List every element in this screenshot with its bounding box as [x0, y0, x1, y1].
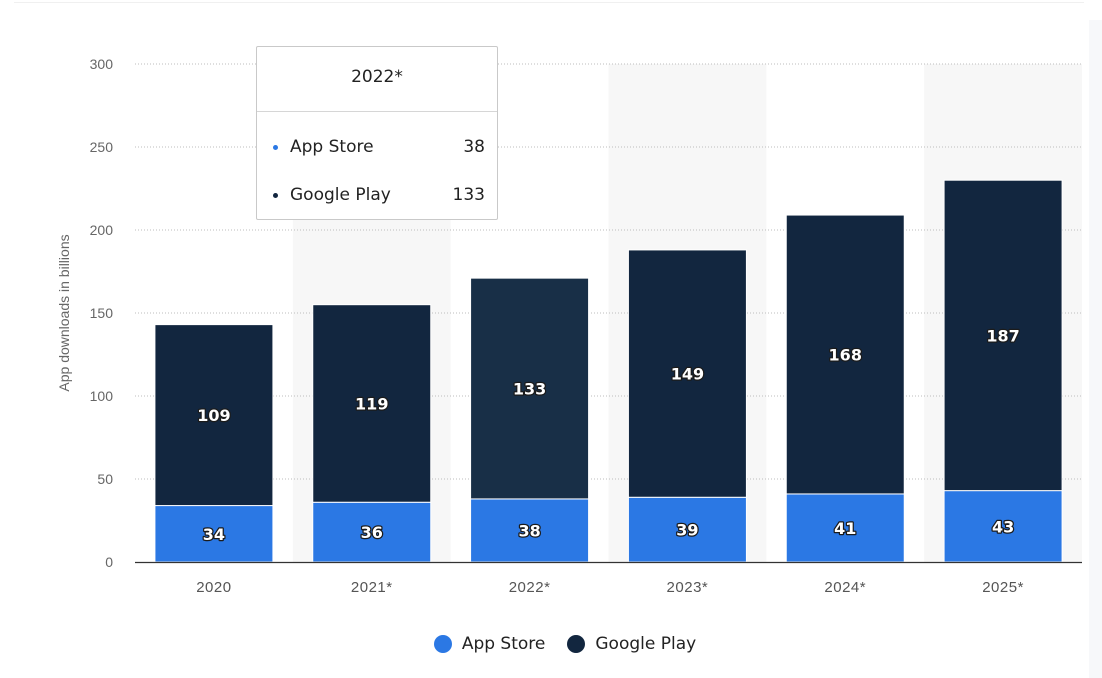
x-tick-label-2020: 2020 [196, 579, 231, 596]
x-tick-label-2022: 2022* [509, 579, 551, 596]
x-tick-label-2025: 2025* [982, 579, 1024, 596]
legend-swatch-app-store [433, 635, 452, 653]
x-tick-label-2021: 2021* [351, 579, 393, 596]
data-label-google-play-2025: 187 [986, 326, 1019, 345]
data-label-google-play-2024: 168 [829, 346, 862, 365]
y-tick-label-250: 250 [90, 139, 114, 155]
data-label-app-store-2021: 36 [361, 523, 383, 542]
bar-google-play-2022[interactable] [470, 277, 590, 500]
tooltip-series-name: Google Play [290, 185, 391, 205]
bar-app-store-2020[interactable] [154, 505, 274, 563]
tooltip-row-google-play: Google Play 133 [273, 183, 485, 207]
tooltip-divider [257, 111, 497, 112]
tooltip-series-name: App Store [290, 137, 374, 157]
tooltip-row-app-store: App Store 38 [273, 135, 485, 159]
bar-app-store-2022[interactable] [470, 498, 590, 563]
bar-google-play-2023[interactable] [627, 249, 747, 498]
bar-app-store-2024[interactable] [785, 493, 905, 563]
y-axis-ticks: 0 50 100 150 200 250 300 [90, 56, 114, 570]
legend-item-app-store[interactable]: App Store [433, 634, 546, 654]
y-tick-label-100: 100 [90, 388, 114, 404]
tooltip-series-value: 38 [463, 137, 485, 157]
legend-item-google-play[interactable]: Google Play [567, 634, 696, 654]
y-tick-label-200: 200 [90, 222, 114, 238]
tooltip-series-value: 133 [452, 185, 485, 205]
y-tick-label-150: 150 [90, 305, 114, 321]
y-tick-label-300: 300 [90, 56, 114, 72]
data-label-app-store-2022: 38 [518, 521, 540, 540]
x-tick-label-2024: 2024* [824, 579, 866, 596]
data-label-app-store-2020: 34 [203, 525, 225, 544]
top-divider [14, 2, 1084, 3]
bars [154, 179, 1063, 563]
legend: App Store Google Play [0, 634, 1102, 654]
bar-google-play-2021[interactable] [312, 304, 432, 503]
tooltip-title: 2022* [351, 67, 403, 87]
tooltip-bullet-app-store [273, 144, 278, 150]
tooltip-bullet-google-play [273, 192, 278, 198]
data-label-app-store-2025: 43 [992, 517, 1014, 536]
bar-google-play-2025[interactable] [943, 179, 1063, 492]
data-label-google-play-2021: 119 [355, 394, 388, 413]
gridlines [135, 63, 1082, 480]
bar-google-play-2020[interactable] [154, 324, 274, 507]
x-axis-ticks: 2020 2021* 2022* 2023* 2024* 2025* [196, 579, 1024, 596]
y-tick-label-50: 50 [97, 471, 113, 487]
data-label-google-play-2022: 133 [513, 380, 546, 399]
y-tick-label-0: 0 [105, 554, 113, 570]
data-label-app-store-2024: 41 [834, 519, 856, 538]
legend-label-google-play: Google Play [595, 634, 697, 654]
bar-app-store-2023[interactable] [627, 496, 747, 563]
bar-app-store-2021[interactable] [312, 501, 432, 563]
x-tick-label-2023: 2023* [667, 579, 709, 596]
tooltip: 2022* App Store 38 Google Play 133 [256, 46, 498, 220]
data-labels: 34 109 36 119 38 133 39 149 41 168 43 187 [196, 325, 1021, 545]
data-label-google-play-2023: 149 [671, 365, 704, 384]
y-axis-title: App downloads in billions [56, 234, 72, 391]
legend-swatch-google-play [567, 635, 586, 653]
right-panel-edge [1089, 20, 1102, 678]
bar-google-play-2024[interactable] [785, 214, 905, 495]
data-label-app-store-2023: 39 [676, 521, 698, 540]
legend-label-app-store: App Store [461, 634, 546, 654]
data-label-google-play-2020: 109 [197, 406, 230, 425]
